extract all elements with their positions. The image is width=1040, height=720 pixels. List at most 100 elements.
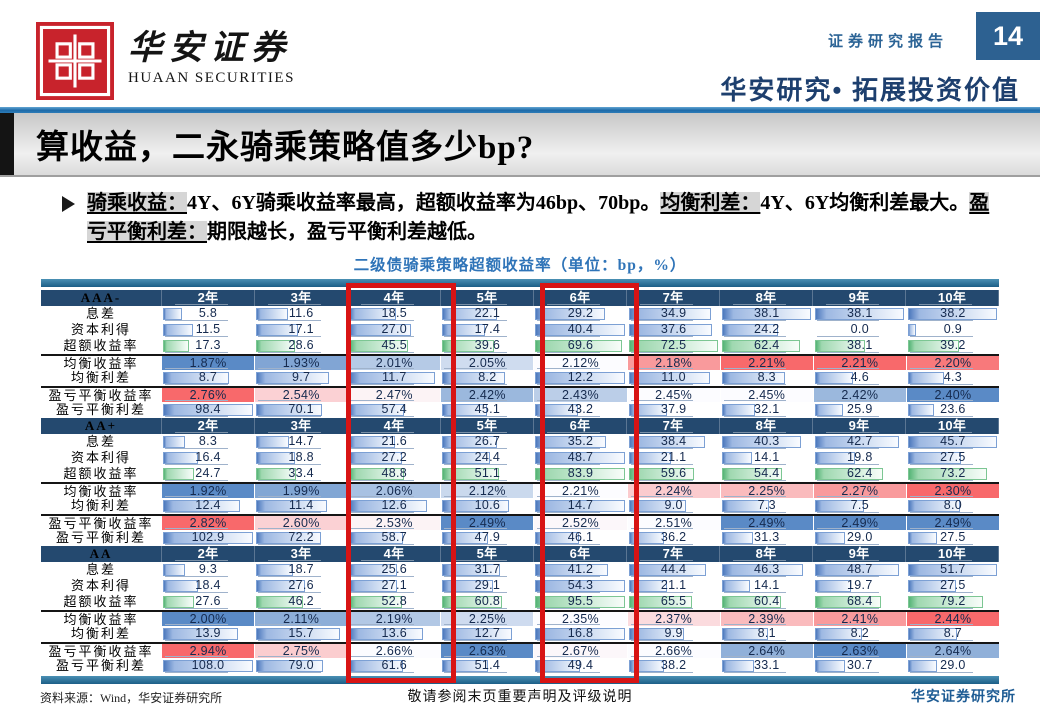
blue-data-bar [163, 403, 253, 416]
table-cell: 18.4 [162, 578, 256, 594]
year-column-header: 10年 [906, 546, 999, 562]
data-table: AAA- 2年 3年 4年 5年 6年 7年 8年 9年 10年 息差 5.8 11.6 18.5 22.1… [41, 279, 999, 684]
table-cell: 11.7 [348, 370, 442, 386]
table-row: 盈亏平衡收益率 2.76% 2.54% 2.47% 2.42% 2.43% 2.45% 2.4… [41, 386, 999, 402]
table-cell: 33.4 [255, 466, 349, 482]
green-data-bar [163, 467, 194, 480]
year-column-header: 10年 [906, 418, 999, 434]
blue-data-bar [256, 627, 341, 640]
bullet-segment: 4Y、6Y均衡利差最大。 [760, 192, 970, 214]
row-label: 息差 [41, 434, 162, 450]
blue-data-bar [256, 323, 298, 336]
year-column-header: 4年 [348, 546, 441, 562]
green-data-bar [163, 339, 190, 352]
blue-data-bar [814, 563, 900, 576]
blue-data-bar [628, 627, 684, 640]
table-cell: 12.2 [534, 370, 628, 386]
table-cell: 35.2 [534, 434, 628, 450]
table-cell: 38.2 [907, 306, 999, 322]
row-label: 盈亏平衡收益率 [41, 388, 162, 402]
row-label: 均衡利差 [41, 626, 162, 642]
table-cell: 2.52% [534, 516, 628, 530]
table-cell: 8.7 [162, 370, 256, 386]
table-cell: 72.5 [628, 338, 721, 354]
green-data-bar [814, 339, 865, 352]
table-cell: 38.4 [628, 434, 721, 450]
green-data-bar [721, 467, 782, 480]
year-column-header: 3年 [255, 546, 348, 562]
blue-data-bar [628, 323, 713, 336]
table-cell: 29.0 [814, 530, 907, 546]
table-cell: 27.5 [907, 530, 999, 546]
keyword-highlight: 骑乘收益： [87, 192, 187, 214]
table-cell: 73.2 [907, 466, 999, 482]
table-cell: 33.1 [721, 658, 814, 674]
table-cell: 32.1 [721, 402, 814, 418]
year-column-header: 9年 [813, 418, 906, 434]
table-cell: 14.1 [721, 450, 814, 466]
table-cell: 58.7 [348, 530, 442, 546]
blue-data-bar [256, 435, 290, 448]
table-cell: 2.66% [627, 644, 721, 658]
table-title: 二级债骑乘策略超额收益率（单位：bp，%） [353, 257, 687, 274]
table-cell: 4.6 [814, 370, 907, 386]
bullet-text: 骑乘收益：4Y、6Y骑乘收益率最高，超额收益率为46bp、70bp。均衡利差：4… [87, 189, 1004, 247]
table-cell: 45.5 [348, 338, 442, 354]
table-row: 资本利得 11.5 17.1 27.0 17.4 40.4 37.6 24.2 0.0 0.9 [41, 322, 999, 338]
blue-data-bar [907, 579, 957, 592]
table-cell: 13.9 [162, 626, 256, 642]
table-cell: 2.94% [162, 644, 256, 658]
rating-label: AA+ [41, 418, 162, 434]
blue-data-bar [535, 499, 625, 512]
blue-data-bar [163, 451, 198, 464]
bullet-segment: 期限越长，盈亏平衡利差越低。 [207, 221, 487, 243]
table-cell: 39.6 [441, 338, 535, 354]
row-label: 资本利得 [41, 450, 162, 466]
blue-data-bar [721, 531, 754, 544]
blue-data-bar [442, 499, 509, 512]
blue-data-bar [628, 563, 707, 576]
table-cell: 2.39% [720, 612, 814, 626]
green-data-bar [628, 595, 692, 608]
keyword-highlight: 均衡利差： [660, 192, 761, 214]
blue-data-bar [721, 627, 769, 640]
table-cell: 0.0 [814, 322, 907, 338]
table-cell: 2.42% [441, 388, 535, 402]
row-label: 资本利得 [41, 322, 162, 338]
table-cell: 18.8 [255, 450, 349, 466]
key-point: 骑乘收益：4Y、6Y骑乘收益率最高，超额收益率为46bp、70bp。均衡利差：4… [62, 189, 1004, 247]
blue-data-bar [442, 627, 512, 640]
row-label: 超额收益率 [41, 338, 162, 354]
blue-data-bar [721, 403, 756, 416]
table-cell: 47.9 [441, 530, 535, 546]
green-data-bar [256, 339, 296, 352]
blue-data-bar [256, 499, 327, 512]
table-cell: 26.7 [441, 434, 535, 450]
rating-label: AA [41, 546, 162, 562]
green-data-bar [814, 595, 881, 608]
table-cell: 1.87% [162, 356, 256, 370]
table-cell: 41.2 [534, 562, 628, 578]
table-cell: 2.42% [813, 388, 907, 402]
table-cell: 21.1 [628, 578, 721, 594]
blue-data-bar [907, 435, 998, 448]
table-row: 均衡利差 12.4 11.4 12.6 10.6 14.7 9.0 7.3 7.5 8.0 [41, 498, 999, 514]
table-cell: 9.7 [255, 370, 349, 386]
table-cell: 2.67% [534, 644, 628, 658]
table-cell: 7.3 [721, 498, 814, 514]
table-cell: 51.4 [441, 658, 535, 674]
section-header-row: AA+ 2年 3年 4年 5年 6年 7年 8年 9年 10年 [41, 418, 999, 434]
table-row: 盈亏平衡利差 98.4 70.1 57.4 45.1 43.2 37.9 32.1 25.9 23… [41, 402, 999, 418]
table-cell: 2.43% [534, 388, 628, 402]
blue-data-bar [535, 307, 606, 320]
table-cell: 2.12% [441, 484, 535, 498]
slide-header: 华安证券 HUAAN SECURITIES 证券研究报告 14 华安研究• 拓展… [0, 0, 1040, 107]
row-label: 超额收益率 [41, 594, 162, 610]
table-cell: 11.0 [628, 370, 721, 386]
blue-data-bar [163, 499, 240, 512]
table-cell: 27.5 [907, 450, 999, 466]
table-row: 均衡利差 8.7 9.7 11.7 8.2 12.2 11.0 8.3 4.6 4.3 [41, 370, 999, 386]
blue-data-bar [907, 323, 917, 336]
table-row: 均衡收益率 1.92% 1.99% 2.06% 2.12% 2.21% 2.24% 2.25%… [41, 482, 999, 498]
table-cell: 9.3 [162, 562, 256, 578]
